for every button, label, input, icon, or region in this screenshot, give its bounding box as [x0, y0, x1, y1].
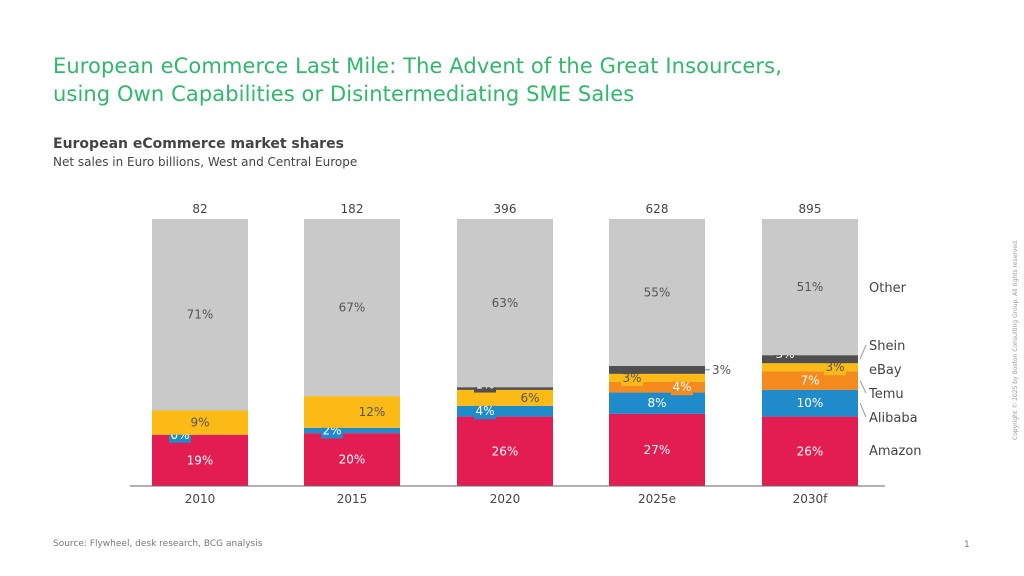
x-tick-label: 2025e [638, 492, 676, 506]
legend-leader-line [859, 380, 867, 394]
title-line-2: using Own Capabilities or Disintermediat… [53, 82, 635, 106]
bar-segment-ebay [609, 373, 705, 382]
data-label-box [474, 403, 496, 420]
legend-label-ebay: eBay [869, 363, 902, 378]
title-line-1: European eCommerce Last Mile: The Advent… [53, 54, 782, 78]
bar-segment-shein [609, 365, 705, 374]
chart-title: European eCommerce market shares [53, 136, 344, 152]
data-label-box [671, 379, 693, 396]
data-label: 71% [187, 308, 214, 322]
legend-leader-line [859, 344, 867, 360]
bar-segment-amazon [762, 416, 858, 486]
bar-segment-temu [609, 381, 705, 393]
data-label: 3% [622, 371, 641, 385]
total-label: 82 [192, 202, 207, 216]
total-label: 895 [799, 202, 822, 216]
bar-segment-alibaba [609, 392, 705, 414]
legend-label-temu: Temu [868, 387, 904, 402]
legend-label-alibaba: Alibaba [869, 411, 918, 426]
data-label: 8% [647, 396, 666, 410]
bar-segment-other [304, 219, 400, 397]
bar-segment-ebay [762, 363, 858, 372]
bar-segment-ebay [457, 389, 553, 406]
data-label: 3% [825, 360, 844, 374]
data-label-box [824, 359, 846, 376]
data-label: 67% [339, 301, 366, 315]
page-number: 1 [964, 540, 970, 550]
bar-segment-temu [762, 371, 858, 390]
data-label: 27% [644, 443, 671, 457]
data-label: 20% [339, 453, 366, 467]
bar-segment-ebay [152, 410, 248, 435]
data-label: 9% [190, 416, 209, 430]
legend-label-shein: Shein [869, 339, 905, 354]
bar-segment-other [762, 219, 858, 356]
bar-segment-other [457, 219, 553, 388]
data-label: 4% [475, 404, 494, 418]
data-label: 26% [492, 444, 519, 458]
data-label: 19% [187, 453, 214, 467]
bar-segment-other [609, 219, 705, 366]
data-label-box [621, 369, 643, 386]
data-label: 63% [492, 296, 519, 310]
data-label: 6% [520, 391, 539, 405]
legend-label-amazon: Amazon [869, 444, 922, 459]
bar-segment-alibaba [304, 427, 400, 434]
data-label: 4% [672, 380, 691, 394]
x-tick-label: 2020 [490, 492, 521, 506]
x-tick-label: 2015 [337, 492, 368, 506]
bar-segment-alibaba [457, 405, 553, 417]
bar-segment-amazon [152, 434, 248, 486]
data-label: 26% [797, 444, 824, 458]
copyright-note: Copyright © 2025 by Boston Consulting Gr… [1012, 239, 1019, 440]
legend-leader-line [859, 403, 867, 418]
data-label: 51% [797, 280, 824, 294]
bar-segment-amazon [609, 413, 705, 486]
source-note: Source: Flywheel, desk research, BCG ana… [53, 539, 263, 549]
bar-segment-ebay [304, 396, 400, 428]
bar-segment-shein [457, 387, 553, 390]
chart-subtitle: Net sales in Euro billions, West and Cen… [53, 155, 358, 169]
bar-segment-amazon [457, 416, 553, 486]
bar-segment-alibaba [762, 389, 858, 417]
total-label: 182 [341, 202, 364, 216]
bar-segment-amazon [304, 433, 400, 486]
bar-segment-other [152, 219, 248, 411]
x-tick-label: 2010 [185, 492, 216, 506]
data-label: 55% [644, 285, 671, 299]
data-label: 12% [359, 405, 386, 419]
total-label: 396 [494, 202, 517, 216]
bar-segment-shein [762, 355, 858, 364]
legend-label-other: Other [869, 281, 907, 296]
slide-title: European eCommerce Last Mile: The Advent… [53, 52, 782, 108]
data-label: 7% [800, 374, 819, 388]
x-tick-label: 2030f [793, 492, 829, 506]
data-label: 10% [797, 396, 824, 410]
total-label: 628 [646, 202, 669, 216]
data-label: 3% [712, 363, 731, 377]
